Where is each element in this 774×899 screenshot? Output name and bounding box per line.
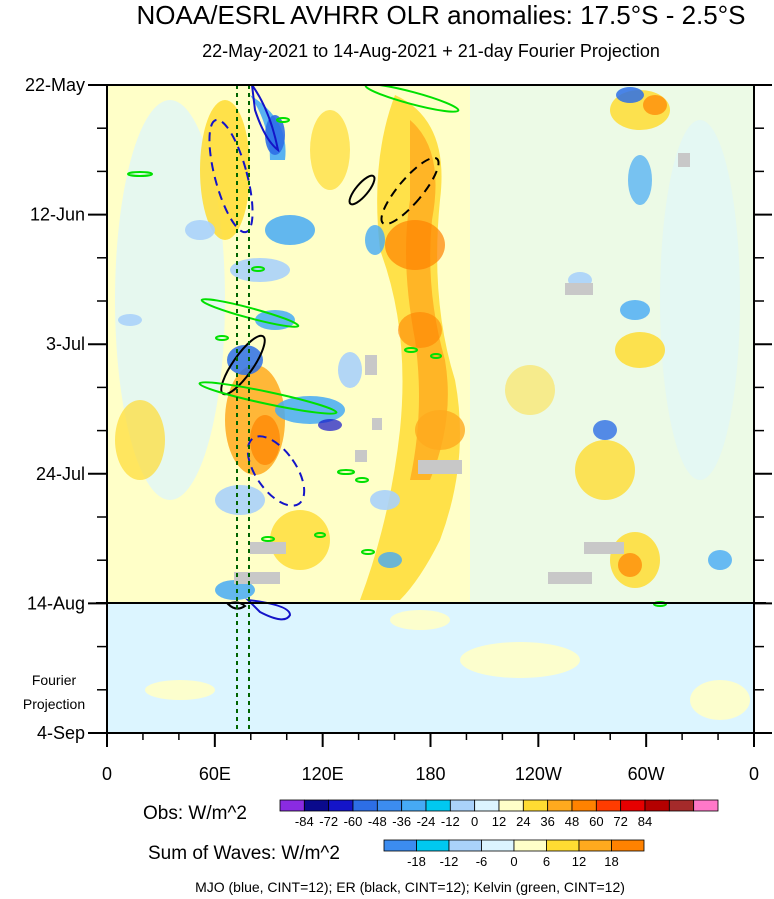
plot-area [107, 85, 754, 733]
mjo-contour-negative [246, 435, 306, 507]
x-tick-label: 0 [749, 764, 759, 784]
y-tick-label: 4-Sep [37, 723, 85, 743]
colorbar-level-label: 12 [572, 854, 586, 869]
colorbar-level-label: -72 [319, 814, 338, 829]
footer-note: MJO (blue, CINT=12); ER (black, CINT=12)… [195, 879, 625, 895]
colorbar-swatch [668, 799, 695, 812]
x-tick-label: 60E [199, 764, 231, 784]
chart-subtitle: 22-May-2021 to 14-Aug-2021 + 21-day Four… [202, 41, 660, 61]
x-tick-label: 120W [515, 764, 562, 784]
colorbar-level-label: 18 [604, 854, 618, 869]
y-tick-label: 24-Jul [36, 464, 85, 484]
colorbar-swatch [481, 839, 515, 852]
colorbar-swatch [352, 799, 378, 812]
wave-contours [127, 85, 667, 621]
colorbar-level-label: 0 [471, 814, 478, 829]
colorbar-swatch [416, 839, 450, 852]
colorbar-level-label: 24 [516, 814, 530, 829]
y-tick-label: 3-Jul [46, 334, 85, 354]
colorbar-swatch [425, 799, 451, 812]
projection-label-line2: Projection [23, 696, 85, 712]
y-tick-label: 14-Aug [27, 593, 85, 613]
colorbar-level-label: 36 [540, 814, 554, 829]
colorbar-level-label: 60 [589, 814, 603, 829]
x-tick-label: 180 [415, 764, 445, 784]
colorbar-swatch [571, 799, 597, 812]
colorbar-level-label: -60 [344, 814, 363, 829]
colorbar-level-label: 84 [638, 814, 652, 829]
er-contour-negative [380, 156, 440, 226]
colorbar-swatch [578, 839, 612, 852]
colorbar-swatch [303, 799, 330, 812]
mjo-contour-positive [251, 85, 280, 153]
chart-title: NOAA/ESRL AVHRR OLR anomalies: 17.5°S - … [137, 0, 746, 30]
colorbar-level-label: -36 [392, 814, 411, 829]
obs-colorbar: -84 -72 -60 -48 -36 -24 -12 0 12 24 36 48 60 72 84 [279, 799, 719, 829]
colorbar-level-label: -6 [476, 854, 488, 869]
y-tick-label: 22-May [25, 75, 85, 95]
colorbar-swatch [595, 799, 622, 812]
x-tick-label: 60W [628, 764, 665, 784]
colorbar-swatch [474, 799, 500, 812]
colorbar-level-label: 6 [543, 854, 550, 869]
colorbar-swatch [693, 799, 719, 812]
colorbar-swatch [644, 799, 670, 812]
colorbar-level-label: -24 [417, 814, 436, 829]
colorbar-level-label: -84 [295, 814, 314, 829]
colorbar-swatch [546, 839, 580, 852]
colorbar-level-label: -48 [368, 814, 387, 829]
wave-colorbar: -18 -12 -6 0 6 12 18 [383, 839, 645, 869]
colorbar-level-label: 48 [565, 814, 579, 829]
colorbar-swatch [279, 799, 305, 812]
x-axis: 0 60E 120E 180 120W 60W 0 [102, 733, 759, 784]
y-tick-label: 12-Jun [30, 205, 85, 225]
x-tick-label: 0 [102, 764, 112, 784]
colorbar-level-label: -18 [407, 854, 426, 869]
obs-colorbar-label: Obs: W/m^2 [143, 803, 247, 824]
y-axis: 22-May 12-Jun 3-Jul 24-Jul 14-Aug 4-Sep [25, 75, 772, 743]
colorbar-level-label: 12 [492, 814, 506, 829]
colorbar-swatch [449, 799, 476, 812]
colorbar-swatch [376, 799, 403, 812]
colorbar-swatch [328, 799, 354, 812]
colorbar-swatch [547, 799, 573, 812]
mjo-contour-negative [208, 118, 254, 234]
colorbar-swatch [513, 839, 547, 852]
colorbar-swatch [448, 839, 482, 852]
colorbar-level-label: -12 [440, 854, 459, 869]
x-tick-label: 120E [302, 764, 344, 784]
projection-label-line1: Fourier [32, 672, 77, 688]
colorbar-swatch [522, 799, 549, 812]
colorbar-swatch [620, 799, 646, 812]
colorbar-level-label: -12 [441, 814, 460, 829]
colorbar-swatch [498, 799, 524, 812]
colorbar-level-label: 72 [613, 814, 627, 829]
wave-colorbar-label: Sum of Waves: W/m^2 [148, 843, 340, 864]
er-contour-positive [348, 174, 376, 206]
colorbar-swatch [401, 799, 427, 812]
colorbar-level-label: 0 [510, 854, 517, 869]
colorbar-swatch [611, 839, 645, 852]
colorbar-swatch [383, 839, 417, 852]
